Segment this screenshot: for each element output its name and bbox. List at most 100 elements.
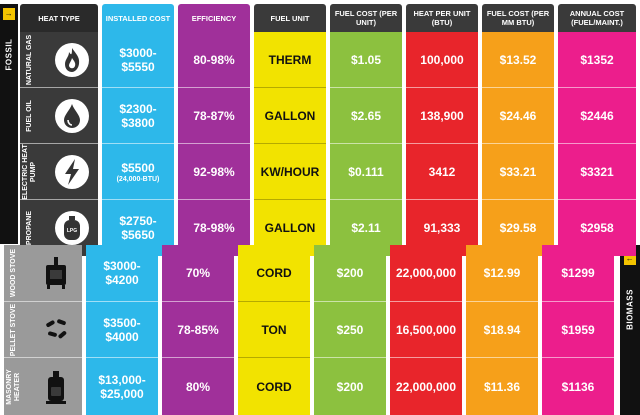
cell-heat: 3412 <box>406 144 478 200</box>
row-divider <box>558 87 636 88</box>
cell-installed: $13,000- $25,000 <box>86 358 158 415</box>
row-divider <box>482 143 554 144</box>
lightning-icon <box>54 154 90 190</box>
value-unit: GALLON <box>264 221 316 235</box>
value-fuel-cost: $200 <box>336 266 364 281</box>
value-efficiency: 80% <box>185 379 211 394</box>
value-installed-note: (24,000-BTU) <box>116 175 160 183</box>
value-unit: KW/HOUR <box>260 165 320 179</box>
row-divider <box>102 87 174 88</box>
heat-type-cell-masonry-heater: MASONRY HEATER <box>4 358 82 415</box>
value-mm: $13.52 <box>499 53 537 67</box>
pellets-icon <box>38 312 74 348</box>
row-divider <box>466 300 538 302</box>
row-divider <box>542 300 614 302</box>
oil-drop-icon <box>54 98 90 134</box>
heat-type-cell-wood-stove: WOOD STOVE <box>4 245 82 302</box>
cell-unit: TON <box>238 301 310 359</box>
cell-efficiency: 80-98% <box>178 32 250 88</box>
header-annual-cost: ANNUAL COST (FUEL/MAINT.) <box>558 4 636 32</box>
wood-stove-icon <box>38 255 74 291</box>
flame-icon <box>54 42 90 78</box>
biomass-label: BIOMASS <box>625 289 635 330</box>
cell-installed: $5500 (24,000-BTU) <box>102 144 174 200</box>
heat-type-cell-natural-gas: NATURAL GAS <box>20 32 98 88</box>
row-divider <box>406 143 478 144</box>
heat-type-label: MASONRY HEATER <box>6 368 21 405</box>
header-heat-type: HEAT TYPE <box>20 4 98 32</box>
value-mm: $29.58 <box>499 221 537 235</box>
value-installed: $13,000- $25,000 <box>98 372 146 401</box>
cell-unit: THERM <box>254 32 326 88</box>
fossil-group-tab: → FOSSIL <box>0 4 18 244</box>
row-divider <box>20 199 98 200</box>
value-heat: 22,000,000 <box>395 379 457 394</box>
heat-type-label: WOOD STOVE <box>10 249 17 298</box>
value-mm: $18.94 <box>483 322 521 337</box>
cell-efficiency: 78-85% <box>162 301 234 359</box>
cell-installed: $3000- $5550 <box>102 32 174 88</box>
row-divider <box>162 357 234 359</box>
heat-type-label: NATURAL GAS <box>26 34 33 86</box>
cell-heat: 22,000,000 <box>390 245 462 302</box>
value-mm: $11.36 <box>483 379 521 394</box>
value-installed: $3500- $4000 <box>103 315 141 344</box>
row-divider <box>466 357 538 359</box>
value-installed: $3000- $4200 <box>103 259 141 288</box>
value-annual: $2446 <box>580 109 614 123</box>
cell-annual: $1299 <box>542 245 614 302</box>
value-efficiency: 78-85% <box>177 322 219 337</box>
row-divider <box>178 143 250 144</box>
value-fuel-cost: $1.05 <box>350 53 382 67</box>
value-fuel-cost: $200 <box>336 379 364 394</box>
header-installed-cost: INSTALLED COST <box>102 4 174 32</box>
cell-mm: $18.94 <box>466 301 538 359</box>
value-mm: $24.46 <box>499 109 537 123</box>
cell-annual: $3321 <box>558 144 636 200</box>
value-annual: $1299 <box>561 266 595 281</box>
row-divider <box>178 87 250 88</box>
heat-type-label: ELECTRIC HEAT PUMP <box>22 144 37 200</box>
value-mm: $33.21 <box>499 165 537 179</box>
cell-fuel-cost: $200 <box>314 358 386 415</box>
cell-fuel-cost: $250 <box>314 301 386 359</box>
row-divider <box>162 300 234 302</box>
row-divider <box>482 199 554 200</box>
value-unit: CORD <box>256 266 292 281</box>
cell-annual: $1136 <box>542 358 614 415</box>
row-divider <box>102 199 174 200</box>
row-divider <box>238 357 310 359</box>
heat-type-label: PELLET STOVE <box>10 303 17 357</box>
header-fuel-unit: FUEL UNIT <box>254 4 326 32</box>
value-efficiency: 70% <box>185 266 211 281</box>
value-heat: 22,000,000 <box>395 266 457 281</box>
value-efficiency: 78-98% <box>193 221 235 235</box>
cell-fuel-cost: $200 <box>314 245 386 302</box>
value-heat: 100,000 <box>420 53 464 67</box>
value-annual: $2958 <box>580 221 614 235</box>
row-divider <box>330 87 402 88</box>
value-mm: $12.99 <box>483 266 521 281</box>
value-unit: TON <box>261 322 287 337</box>
row-divider <box>178 199 250 200</box>
row-divider <box>330 143 402 144</box>
row-divider <box>390 357 462 359</box>
biomass-arrow-icon: ← <box>624 253 636 265</box>
value-efficiency: 78-87% <box>193 109 235 123</box>
cell-installed: $3500- $4000 <box>86 301 158 359</box>
value-efficiency: 80-98% <box>193 53 235 67</box>
propane-tank-icon: LPG <box>54 210 90 246</box>
heat-type-cell-pellet-stove: PELLET STOVE <box>4 301 82 359</box>
value-installed: $2300- $3800 <box>119 102 157 130</box>
value-annual: $1136 <box>561 379 595 394</box>
cell-annual: $1959 <box>542 301 614 359</box>
cell-mm: $13.52 <box>482 32 554 88</box>
row-divider <box>102 143 174 144</box>
row-divider <box>558 143 636 144</box>
row-divider <box>542 357 614 359</box>
row-divider <box>238 300 310 302</box>
cell-efficiency: 78-87% <box>178 88 250 144</box>
value-installed: $2750- $5650 <box>119 214 157 242</box>
row-divider <box>4 357 82 359</box>
cell-heat: 138,900 <box>406 88 478 144</box>
